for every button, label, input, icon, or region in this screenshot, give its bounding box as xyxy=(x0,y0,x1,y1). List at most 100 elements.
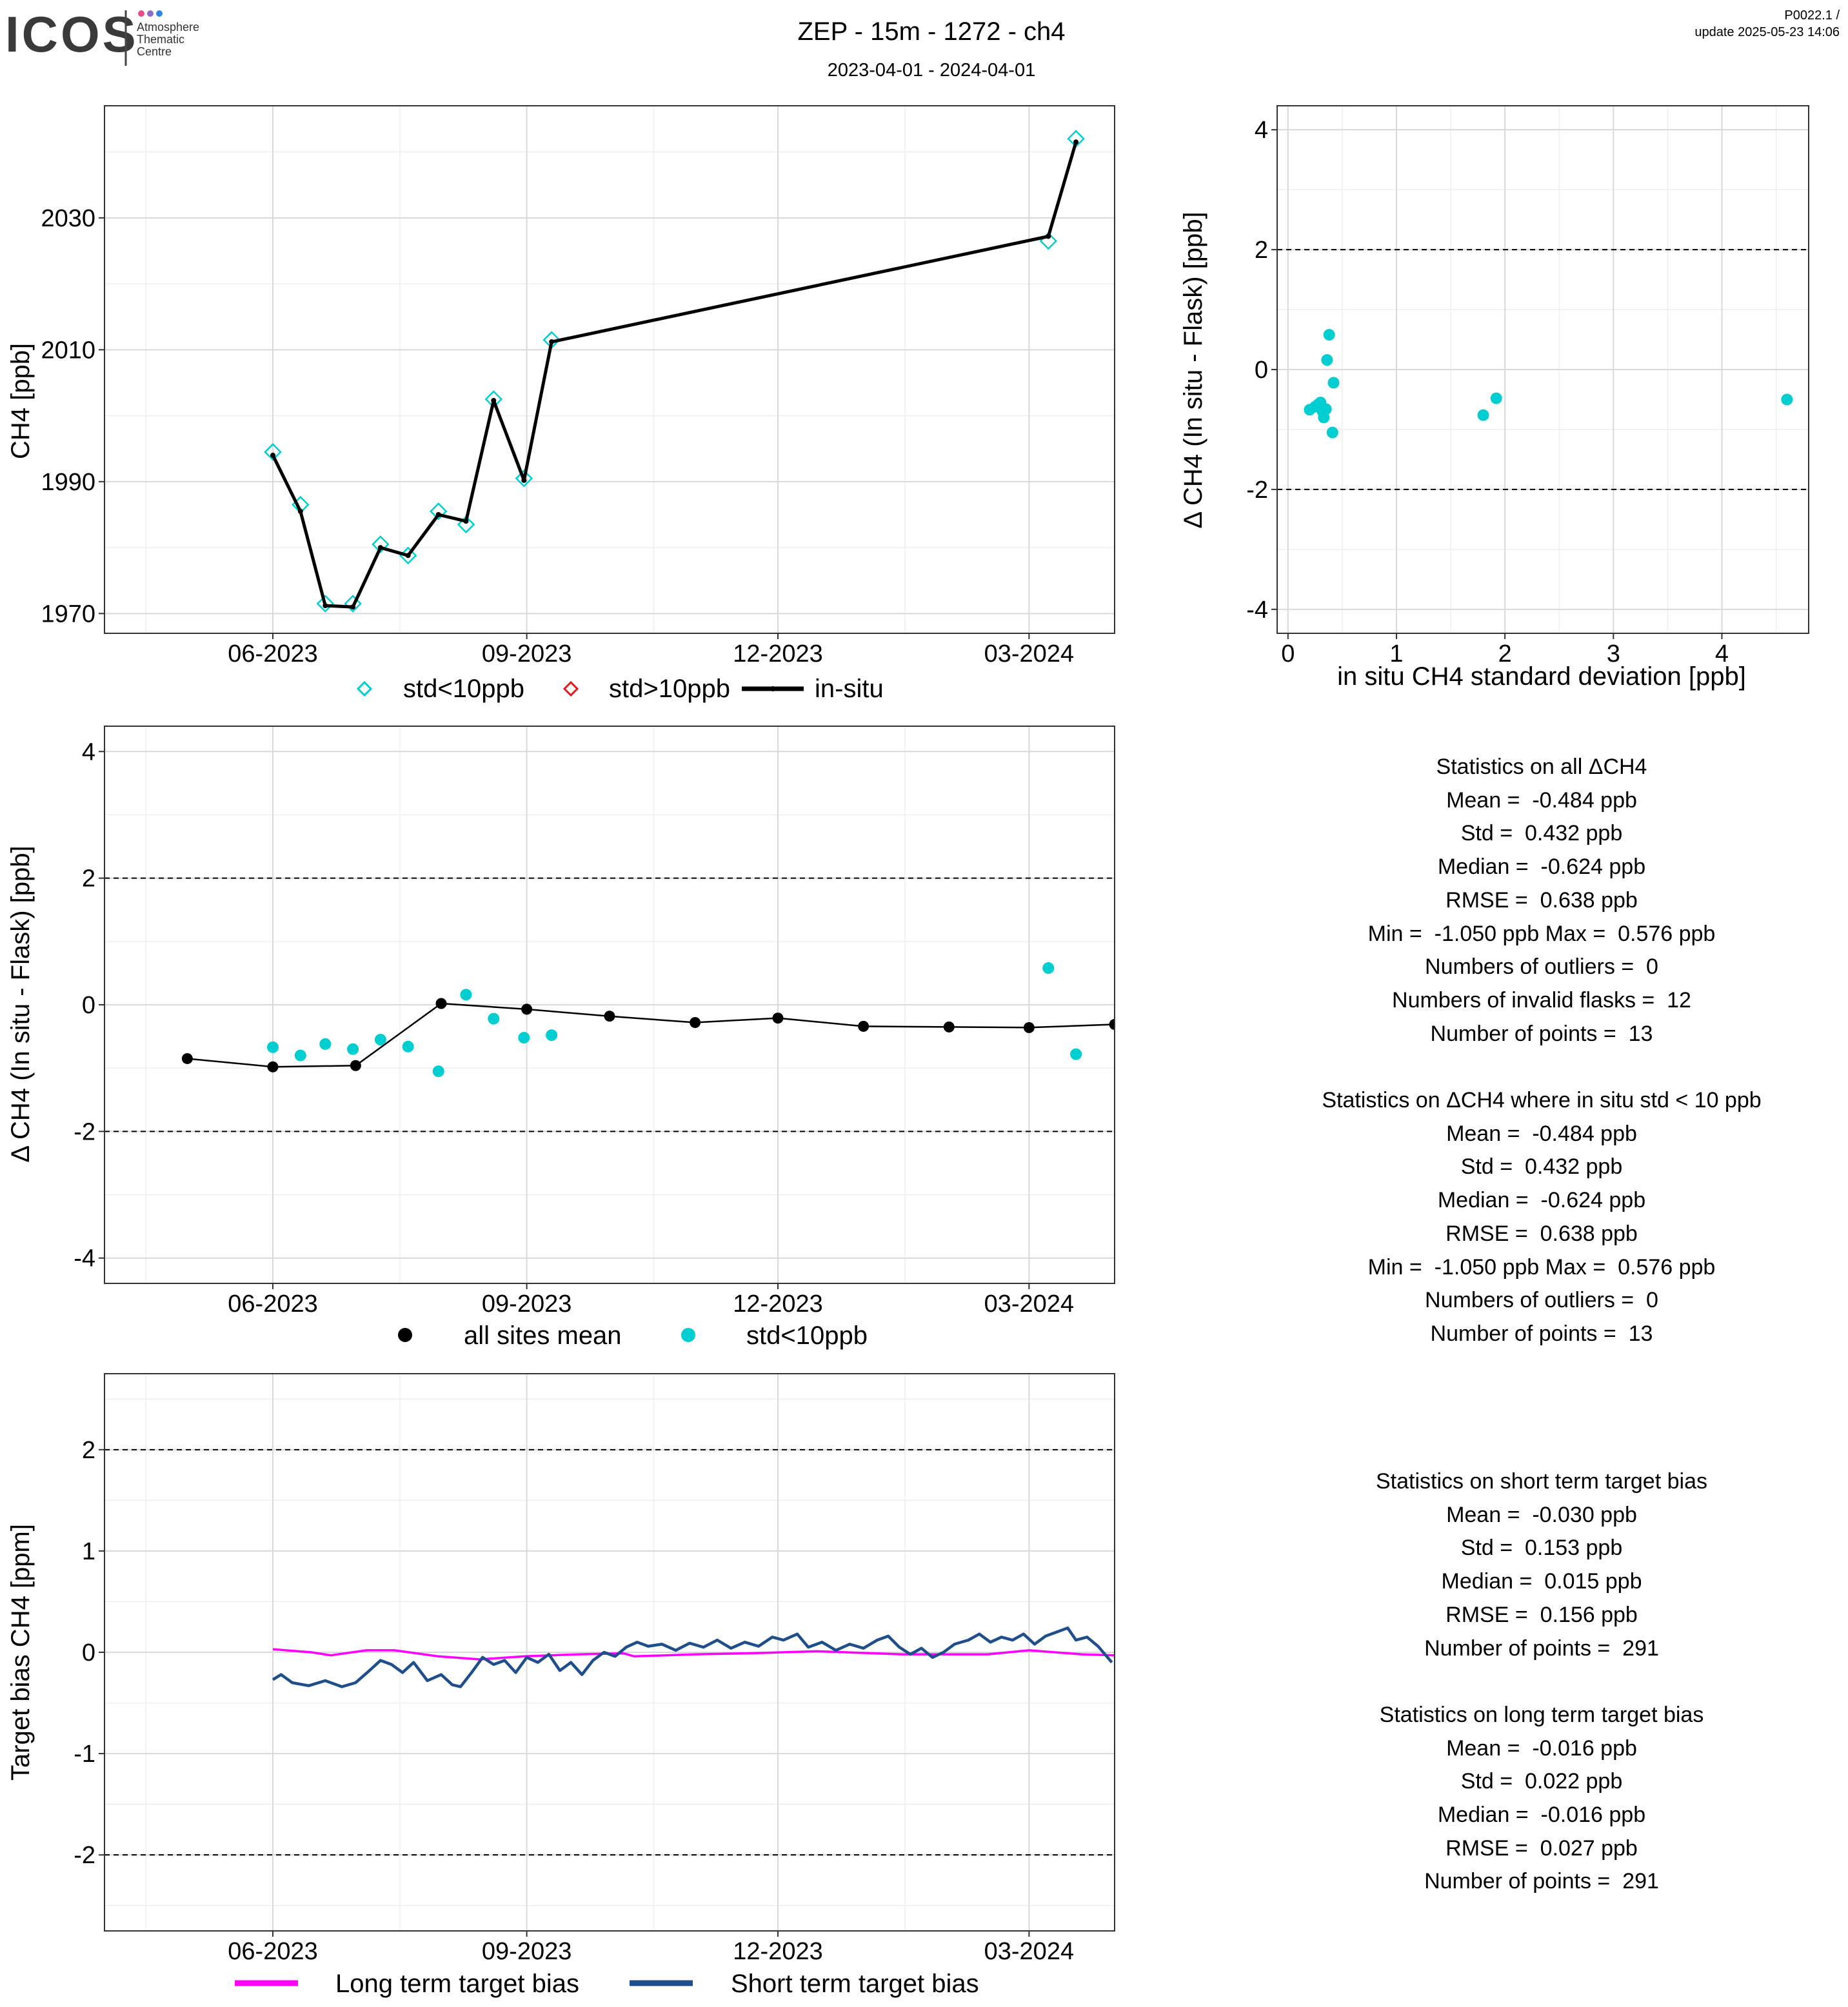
y-tick-label: -2 xyxy=(74,1118,95,1145)
legend-label-long-term: Long term target bias xyxy=(335,1970,579,1998)
legend-label-all-sites-mean: all sites mean xyxy=(464,1321,622,1350)
x-tick-label: 2 xyxy=(1498,640,1512,667)
all-sites-mean-point xyxy=(267,1061,279,1073)
y-tick-label: 2030 xyxy=(41,205,95,232)
legend-point-in-situ xyxy=(770,686,775,691)
legend-symbol-std-gt-10 xyxy=(562,680,579,697)
plot-frame xyxy=(1277,105,1809,634)
stats-line: Statistics on long term target bias xyxy=(1379,1702,1704,1727)
stats-line: Number of points = 13 xyxy=(1430,1321,1653,1346)
target-bias-panel: Target bias CH4 [ppm] Long term target b… xyxy=(6,1373,1115,1998)
icos-logo: ICOS Atmosphere Thematic Centre xyxy=(5,6,199,66)
all-sites-mean-point xyxy=(1023,1022,1035,1033)
plot-frame xyxy=(104,105,1115,634)
x-tick-label: 09-2023 xyxy=(482,1290,571,1318)
stats-line: RMSE = 0.638 ppb xyxy=(1446,1221,1638,1246)
delta-point-std-lt-10 xyxy=(347,1043,359,1055)
legend: std<10ppb std>10ppb in-situ xyxy=(356,675,884,703)
stats-line: Std = 0.022 ppb xyxy=(1460,1769,1623,1794)
delta-vs-std-panel: Δ CH4 (In situ - Flask) [ppb] in situ CH… xyxy=(1179,105,1809,691)
update-label: update 2025-05-23 14:06 xyxy=(1694,25,1840,39)
delta-point-std-lt-10 xyxy=(432,1065,444,1078)
in-situ-point xyxy=(491,398,497,404)
all-sites-mean-point xyxy=(858,1020,869,1032)
y-tick-label: 2 xyxy=(82,1437,95,1464)
logo-line-2: Thematic xyxy=(137,33,184,46)
delta-point-std-lt-10 xyxy=(267,1041,279,1053)
stats-line: Number of points = 13 xyxy=(1430,1021,1653,1046)
delta-point xyxy=(1320,403,1332,415)
legend-label-short-term: Short term target bias xyxy=(731,1970,979,1998)
y-tick-label: -4 xyxy=(74,1245,95,1272)
stats-line: Mean = -0.030 ppb xyxy=(1446,1502,1637,1527)
y-tick-label: -2 xyxy=(74,1842,95,1869)
in-situ-point xyxy=(405,553,411,559)
stats-line: Std = 0.432 ppb xyxy=(1460,821,1623,846)
x-tick-label: 4 xyxy=(1715,640,1729,667)
delta-point-std-lt-10 xyxy=(460,989,472,1001)
delta-point-std-lt-10 xyxy=(402,1040,414,1053)
x-tick-label: 0 xyxy=(1281,640,1295,667)
y-tick-label: 0 xyxy=(1255,357,1268,384)
logo-dot-pink xyxy=(138,10,144,17)
legend-label-std-gt-10: std>10ppb xyxy=(609,675,730,703)
in-situ-point xyxy=(350,604,356,610)
all-sites-mean-line xyxy=(187,1002,1115,1068)
stats-line xyxy=(1251,1051,1832,1084)
delta-timeseries-panel: Δ CH4 (In situ - Flask) [ppb] all sites … xyxy=(6,726,1115,1350)
legend: Long term target bias Short term target … xyxy=(235,1970,979,1998)
in-situ-point xyxy=(323,603,328,609)
y-tick-label: 1970 xyxy=(41,600,95,628)
all-sites-mean-point xyxy=(604,1011,615,1022)
logo-dot-blue xyxy=(156,10,163,17)
flask-point-std-lt-10 xyxy=(264,443,282,461)
figure-subtitle: 2023-04-01 - 2024-04-01 xyxy=(828,60,1035,81)
delta-point-std-lt-10 xyxy=(518,1032,530,1044)
x-tick-label: 3 xyxy=(1607,640,1620,667)
in-situ-point xyxy=(463,519,469,524)
x-tick-label: 03-2024 xyxy=(984,1938,1074,1965)
delta-point xyxy=(1326,426,1338,439)
long-term-bias-line xyxy=(272,1648,1115,1661)
stats-line: Statistics on all ΔCH4 xyxy=(1436,755,1647,779)
all-sites-mean-point xyxy=(690,1016,701,1028)
x-tick-label: 1 xyxy=(1389,640,1403,667)
legend-label-std-lt-10: std<10ppb xyxy=(403,675,524,703)
y-tick-label: -2 xyxy=(1246,477,1268,504)
y-tick-label: 2010 xyxy=(41,337,95,364)
stats-line xyxy=(1251,1665,1832,1699)
x-axis-label: in situ CH4 standard deviation [ppb] xyxy=(1337,662,1746,691)
logo-line-3: Centre xyxy=(137,45,172,58)
version-label: P0022.1 / xyxy=(1784,8,1840,23)
y-axis-label: Target bias CH4 [ppm] xyxy=(6,1524,35,1781)
x-tick-label: 06-2023 xyxy=(228,640,317,667)
all-sites-mean-point xyxy=(943,1021,955,1033)
stats-line: Numbers of invalid flasks = 12 xyxy=(1392,987,1691,1013)
delta-point-std-lt-10 xyxy=(294,1049,306,1062)
stats-line: RMSE = 0.027 ppb xyxy=(1446,1835,1638,1861)
all-sites-mean-point xyxy=(350,1060,361,1071)
in-situ-point xyxy=(521,477,527,483)
stats-delta-block: Statistics on all ΔCH4 Mean = -0.484 ppb S… xyxy=(1251,751,1832,1351)
in-situ-line xyxy=(271,141,1078,609)
legend-symbol-std-lt-10 xyxy=(681,1328,695,1342)
in-situ-point xyxy=(549,339,555,345)
stats-line: RMSE = 0.156 ppb xyxy=(1446,1602,1638,1627)
plot-area xyxy=(104,726,1115,1283)
y-tick-label: -4 xyxy=(1246,597,1268,624)
flask-point-std-lt-10 xyxy=(1067,130,1085,148)
stats-line: Std = 0.153 ppb xyxy=(1460,1536,1623,1561)
stats-line: Median = -0.624 ppb xyxy=(1437,855,1646,880)
x-tick-label: 12-2023 xyxy=(733,1290,822,1318)
stats-line: Mean = -0.016 ppb xyxy=(1446,1735,1637,1761)
flask-point-std-lt-10 xyxy=(399,546,417,565)
stats-line: Number of points = 291 xyxy=(1424,1636,1659,1661)
legend-label-in-situ: in-situ xyxy=(815,675,884,703)
legend-symbol-std-lt-10 xyxy=(356,680,373,697)
plot-frame xyxy=(104,726,1115,1284)
y-tick-label: 1 xyxy=(82,1538,95,1565)
delta-point xyxy=(1490,392,1502,404)
stats-line: Median = -0.624 ppb xyxy=(1437,1188,1646,1213)
delta-point-std-lt-10 xyxy=(374,1034,386,1045)
plot-area xyxy=(1277,106,1809,633)
